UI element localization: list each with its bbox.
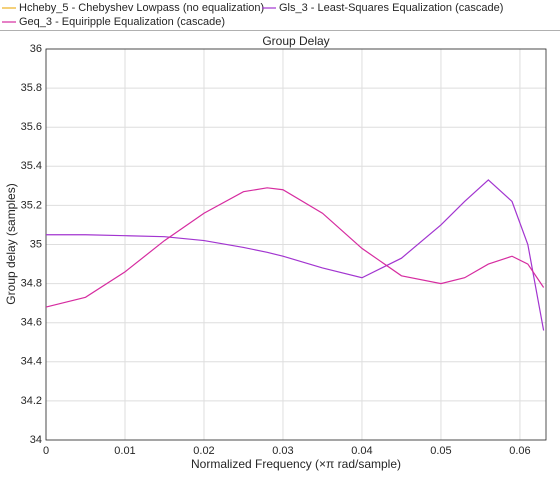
y-tick-label: 35.4: [21, 160, 42, 172]
legend-label: Geq_3 - Equiripple Equalization (cascade…: [19, 16, 225, 28]
y-tick-label: 35.6: [21, 121, 42, 133]
y-tick-label: 34.8: [21, 278, 42, 290]
y-tick-label: 34: [30, 434, 42, 446]
y-tick-label: 34.4: [21, 356, 42, 368]
x-tick-label: 0.01: [114, 445, 135, 457]
y-tick-label: 35: [30, 238, 42, 250]
x-tick-label: 0: [43, 445, 49, 457]
y-tick-label: 35.8: [21, 82, 42, 94]
y-tick-label: 34.6: [21, 317, 42, 329]
plot-frame: [45, 48, 547, 441]
y-tick-label: 36: [30, 43, 42, 55]
legend-label: Hcheby_5 - Chebyshev Lowpass (no equaliz…: [19, 2, 264, 14]
y-tick-label: 34.2: [21, 395, 42, 407]
y-axis-label: Group delay (samples): [4, 183, 18, 304]
x-tick-label: 0.04: [351, 445, 372, 457]
x-tick-label: 0.02: [193, 445, 214, 457]
x-tick-label: 0.05: [430, 445, 451, 457]
series-line: [45, 187, 545, 308]
series-line: [46, 179, 545, 331]
y-tick-label: 35.2: [21, 199, 42, 211]
legend-label: Gls_3 - Least-Squares Equalization (casc…: [279, 2, 503, 14]
x-tick-label: 0.06: [509, 445, 530, 457]
x-tick-label: 0.03: [272, 445, 293, 457]
chart-title: Group Delay: [262, 34, 329, 48]
x-axis-label: Normalized Frequency (×π rad/sample): [191, 457, 401, 471]
